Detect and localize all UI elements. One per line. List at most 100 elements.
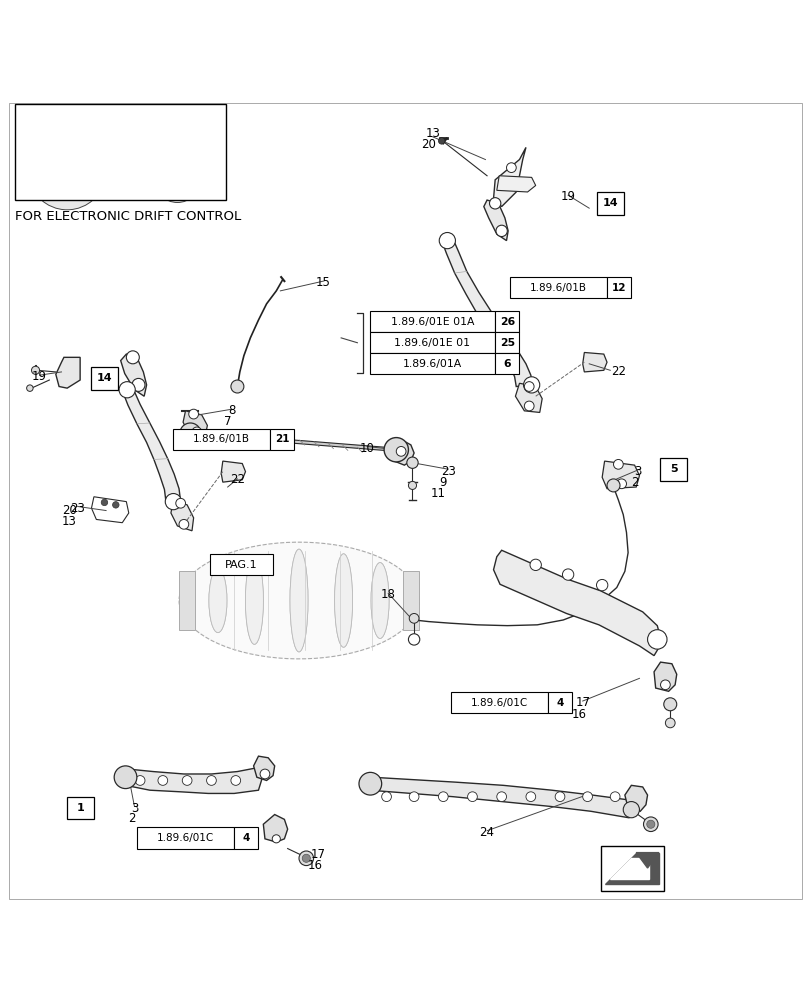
Text: 2: 2 <box>630 476 637 489</box>
Text: 20: 20 <box>62 504 77 517</box>
Text: 1.89.6/01C: 1.89.6/01C <box>470 698 527 708</box>
Text: 9: 9 <box>439 476 447 489</box>
Text: 21: 21 <box>274 434 289 444</box>
Circle shape <box>659 680 669 690</box>
Text: 1: 1 <box>76 803 84 813</box>
Text: FOR ELECTRONIC DRIFT CONTROL: FOR ELECTRONIC DRIFT CONTROL <box>15 210 241 223</box>
Text: 3: 3 <box>131 802 138 815</box>
Circle shape <box>489 198 500 209</box>
Circle shape <box>272 835 280 843</box>
Text: 19: 19 <box>560 190 575 203</box>
Text: 14: 14 <box>97 373 112 383</box>
Circle shape <box>409 792 418 802</box>
Circle shape <box>178 519 188 529</box>
Circle shape <box>646 820 654 828</box>
Text: 18: 18 <box>380 588 395 601</box>
Circle shape <box>596 579 607 591</box>
FancyBboxPatch shape <box>369 353 495 374</box>
Text: 4: 4 <box>242 833 250 843</box>
Text: 12: 12 <box>611 283 625 293</box>
Polygon shape <box>114 161 170 176</box>
Polygon shape <box>56 357 80 388</box>
Polygon shape <box>74 143 163 164</box>
Circle shape <box>562 569 573 580</box>
Polygon shape <box>515 383 542 412</box>
Circle shape <box>230 380 243 393</box>
Text: 1.89.6/01B: 1.89.6/01B <box>192 434 249 444</box>
Circle shape <box>132 378 145 391</box>
FancyBboxPatch shape <box>495 311 519 332</box>
Circle shape <box>113 502 119 508</box>
Text: 1.89.6/01B: 1.89.6/01B <box>530 283 586 293</box>
Circle shape <box>182 776 191 785</box>
Ellipse shape <box>290 549 307 652</box>
Polygon shape <box>121 768 261 793</box>
Text: 2: 2 <box>128 812 135 825</box>
FancyBboxPatch shape <box>209 554 272 575</box>
Circle shape <box>530 559 541 571</box>
Text: 1.89.6/01A: 1.89.6/01A <box>402 359 461 369</box>
FancyBboxPatch shape <box>91 367 118 390</box>
Text: 15: 15 <box>315 276 330 289</box>
Circle shape <box>607 479 620 492</box>
Text: 23: 23 <box>440 465 455 478</box>
Polygon shape <box>92 497 129 523</box>
FancyBboxPatch shape <box>137 827 234 849</box>
Circle shape <box>381 792 391 802</box>
Text: 24: 24 <box>479 826 494 839</box>
Circle shape <box>165 494 181 510</box>
FancyBboxPatch shape <box>269 429 294 450</box>
FancyBboxPatch shape <box>547 692 572 713</box>
Text: 4: 4 <box>556 698 563 708</box>
Polygon shape <box>624 785 646 811</box>
Text: 20: 20 <box>421 138 436 151</box>
Circle shape <box>582 792 592 802</box>
FancyBboxPatch shape <box>450 692 547 713</box>
Ellipse shape <box>208 568 226 633</box>
Circle shape <box>523 377 539 393</box>
FancyBboxPatch shape <box>67 797 93 819</box>
Text: 10: 10 <box>359 442 374 455</box>
Circle shape <box>467 792 477 802</box>
Circle shape <box>524 401 534 411</box>
FancyBboxPatch shape <box>607 277 631 298</box>
Text: 3: 3 <box>633 465 641 478</box>
Circle shape <box>613 459 623 469</box>
Circle shape <box>358 772 381 795</box>
Circle shape <box>32 366 40 374</box>
Polygon shape <box>441 239 532 387</box>
Circle shape <box>179 423 200 444</box>
Text: 8: 8 <box>228 404 235 417</box>
Circle shape <box>43 147 92 195</box>
Text: 23: 23 <box>71 502 85 515</box>
Circle shape <box>664 718 674 728</box>
Polygon shape <box>221 461 245 482</box>
Circle shape <box>302 854 310 862</box>
FancyBboxPatch shape <box>509 277 607 298</box>
Text: PAG.1: PAG.1 <box>225 560 257 570</box>
FancyBboxPatch shape <box>369 332 495 353</box>
Circle shape <box>27 385 33 391</box>
Circle shape <box>406 457 418 468</box>
FancyBboxPatch shape <box>495 332 519 353</box>
Circle shape <box>438 138 444 144</box>
Polygon shape <box>121 354 147 396</box>
Text: 1.89.6/01E 01A: 1.89.6/01E 01A <box>390 317 474 327</box>
Text: 16: 16 <box>571 708 586 721</box>
Text: 1.89.6/01E 01: 1.89.6/01E 01 <box>394 338 470 348</box>
Polygon shape <box>386 440 414 465</box>
Polygon shape <box>653 662 676 691</box>
Text: 16: 16 <box>307 859 322 872</box>
Circle shape <box>396 446 406 456</box>
Text: 22: 22 <box>610 365 625 378</box>
Text: 19: 19 <box>32 370 47 383</box>
Circle shape <box>409 613 418 623</box>
Circle shape <box>158 776 168 785</box>
Text: 1.89.6/01C: 1.89.6/01C <box>157 833 214 843</box>
Polygon shape <box>582 352 607 372</box>
Polygon shape <box>179 542 418 659</box>
Circle shape <box>663 698 676 711</box>
Circle shape <box>642 817 657 832</box>
Circle shape <box>165 167 190 193</box>
Circle shape <box>155 157 200 203</box>
